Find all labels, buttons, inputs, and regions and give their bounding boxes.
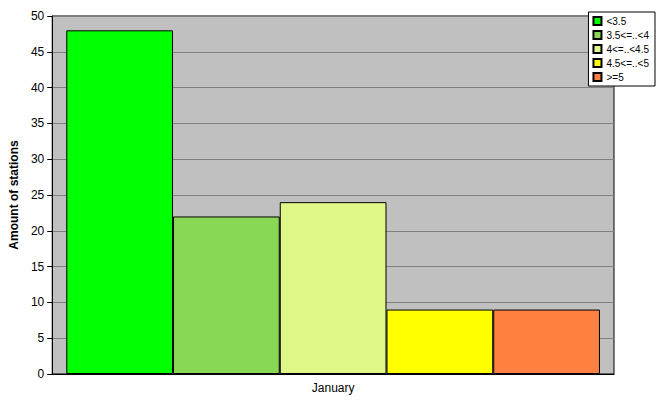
- svg-text:<3.5: <3.5: [606, 16, 626, 27]
- svg-text:50: 50: [31, 9, 45, 23]
- svg-text:15: 15: [31, 260, 45, 274]
- svg-text:0: 0: [38, 367, 45, 381]
- svg-text:20: 20: [31, 224, 45, 238]
- svg-text:30: 30: [31, 152, 45, 166]
- svg-text:>=5: >=5: [606, 72, 624, 83]
- svg-text:5: 5: [38, 331, 45, 345]
- svg-text:40: 40: [31, 81, 45, 95]
- svg-text:25: 25: [31, 188, 45, 202]
- svg-text:45: 45: [31, 45, 45, 59]
- svg-text:January: January: [312, 381, 355, 395]
- svg-text:4<=..<4.5: 4<=..<4.5: [606, 44, 649, 55]
- svg-text:4.5<=..<5: 4.5<=..<5: [606, 58, 649, 69]
- svg-text:10: 10: [31, 295, 45, 309]
- svg-text:3.5<=..<4: 3.5<=..<4: [606, 30, 649, 41]
- svg-text:Amount of stations: Amount of stations: [7, 140, 21, 250]
- svg-text:35: 35: [31, 116, 45, 130]
